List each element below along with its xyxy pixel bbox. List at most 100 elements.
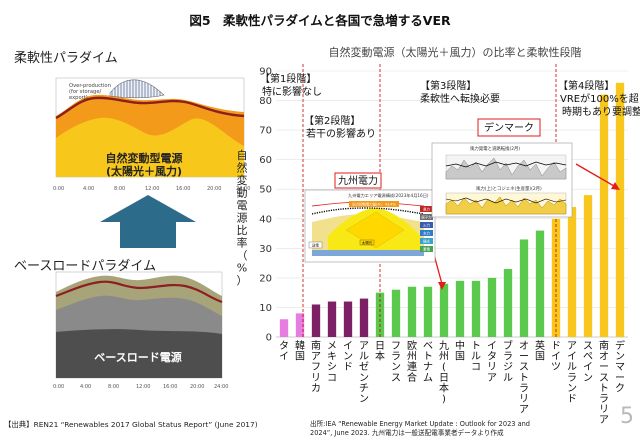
time-tick: 16:00 — [176, 186, 190, 192]
bar-8 — [407, 286, 417, 337]
baseload-paradigm-label: ベースロードパラダイム — [14, 259, 157, 274]
baseload-text: ベースロード電源 — [94, 350, 181, 364]
hydro-band — [312, 250, 424, 256]
time-tick: 24:00 — [214, 384, 228, 390]
category-label: フランス — [391, 341, 401, 384]
time-tick: 12:00 — [145, 186, 159, 192]
time-tick: 20:00 — [207, 186, 221, 192]
demand-dots — [311, 207, 425, 215]
y-axis-label-text: 自然変動電源比率（%） — [237, 149, 248, 287]
y-tick-label: 40 — [259, 214, 272, 225]
category-label: 南オーストラリア — [599, 339, 609, 426]
bar-2 — [311, 304, 321, 337]
stage2-line2: 若干の影響あり — [306, 127, 376, 140]
stage4-line1: 【第4段階】 — [558, 79, 614, 92]
tag-pumped-box — [420, 238, 433, 244]
y-tick-label: 10 — [259, 303, 272, 314]
overproduction-note: Over-production (for storage/ export) — [69, 83, 111, 101]
kyushu-callout: 九州電力 — [338, 174, 378, 187]
bar-3 — [327, 301, 337, 337]
kyushu-inset-title: 九州電力エリア電源構成(2023年4月16日) — [348, 192, 429, 199]
y-axis-label: 自然変動電源比率（%） — [237, 149, 248, 287]
time-tick: 8:00 — [108, 384, 119, 390]
tag-nuclear: 原子力 — [421, 214, 432, 219]
category-label: 南アフリカ — [311, 339, 321, 394]
tag-wind: 風力 — [423, 206, 430, 211]
kyushu-arrow-head-icon — [438, 282, 446, 290]
page-number: 5 — [620, 404, 634, 429]
bar-12 — [471, 280, 481, 337]
category-label: スペイン — [583, 341, 593, 384]
category-label: アイルランド — [567, 341, 577, 405]
demand-series — [445, 161, 567, 168]
category-label: トルコ — [471, 341, 481, 373]
bar-15 — [519, 239, 529, 337]
paradigm-shift-arrow-icon — [100, 195, 196, 248]
flex-time-axis: 0:00 4:00 8:00 12:00 16:00 20:00 24:00 — [53, 186, 250, 192]
bar-17 — [551, 218, 561, 337]
denmark-title-bottom: 風力(上)とコジェネ(生産量)(2月) — [476, 185, 542, 192]
category-label: 欧州連合 — [407, 340, 417, 384]
bar-13 — [487, 277, 497, 337]
solar-tag: 太陽光 — [362, 240, 373, 245]
slide-title: 図5 柔軟性パラダイムと各国で急増するVER — [189, 13, 451, 28]
denmark-inset: 風力発電と道路転換(2月) 風力(上)とコジェネ(生産量)(2月) — [431, 142, 573, 218]
denmark-callout-box — [477, 118, 541, 137]
chp-series — [445, 196, 567, 215]
time-tick: 0:00 — [53, 384, 64, 390]
heat-demand-series — [445, 197, 567, 204]
category-label: アルゼンチン — [359, 341, 369, 405]
tag-wind-box — [420, 206, 433, 212]
note-line: export) — [69, 95, 88, 101]
y-tick-label: 20 — [259, 273, 272, 284]
bar-7 — [391, 289, 401, 337]
baseload-time-axis: 0:00 4:00 8:00 12:00 16:00 20:00 24:00 — [53, 384, 228, 390]
denmark-arrow — [575, 163, 615, 187]
tag-storage: 蓄電 — [423, 246, 430, 251]
category-label: ベトナム — [423, 340, 433, 384]
overproduction-area — [109, 79, 165, 99]
category-label: 中国 — [455, 339, 465, 363]
y-tick-labels: 0 10 20 30 40 50 60 70 80 90 — [259, 67, 272, 344]
category-label: タイ — [279, 340, 289, 363]
denmark-arrow-head-icon — [611, 182, 620, 190]
stage3-line2: 柔軟性へ転換必要 — [420, 92, 500, 105]
kyushu-inset: 九州電力エリア電源構成(2023年4月16日) 出力抑制電力量(※)：43.4%… — [304, 189, 436, 263]
category-label: メキシコ — [327, 341, 337, 384]
bar-9 — [423, 286, 433, 337]
baseload-area — [56, 329, 222, 378]
y-tick-label: 0 — [266, 333, 272, 344]
bar-18 — [567, 206, 577, 337]
baseload-demand-line — [55, 280, 223, 304]
chart-title: 自然変動電源（太陽光＋風力）の比率と柔軟性段階 — [328, 46, 582, 59]
source-right-line: 出所:IEA “Renewable Energy Market Update :… — [310, 420, 530, 428]
note-line: Over-production — [69, 83, 111, 89]
variable-power-line1: 自然変動型電源 — [106, 151, 183, 165]
stage1-line2: 特に影響なし — [262, 85, 322, 98]
bar-16 — [535, 230, 545, 337]
time-tick: 20:00 — [190, 384, 204, 390]
source-left: 【出典】REN21 “Renewables 2017 Global Status… — [4, 420, 258, 429]
y-tick-label: 30 — [259, 244, 272, 255]
bar-4 — [343, 301, 353, 337]
denmark-title-top: 風力発電と道路転換(2月) — [470, 145, 520, 152]
kyushu-callout-box — [334, 172, 382, 189]
time-tick: 4:00 — [83, 186, 94, 192]
category-label: ブラジル — [503, 339, 513, 384]
category-label: 英国 — [535, 339, 545, 363]
flex-paradigm-label: 柔軟性パラダイム — [14, 51, 118, 66]
bar-19 — [583, 195, 593, 337]
tag-nuclear-box — [420, 214, 433, 220]
category-label: 日本 — [375, 341, 385, 363]
category-label: インド — [343, 341, 353, 373]
bar-0 — [279, 319, 289, 337]
bar-11 — [455, 280, 465, 337]
stage4-line3: 時期もあり要調整 — [562, 105, 640, 118]
y-tick-label: 90 — [259, 67, 272, 78]
time-tick: 8:00 — [114, 186, 125, 192]
curtailment-label: 出力抑制電力量(※)：43.4% — [352, 202, 396, 207]
source-right-line: 2024”, June 2023. 九州電力は一般送配電事業者データより作成 — [310, 429, 504, 437]
variable-power-line2: (太陽光＋風力) — [106, 164, 182, 178]
denmark-callout: デンマーク — [484, 121, 534, 134]
